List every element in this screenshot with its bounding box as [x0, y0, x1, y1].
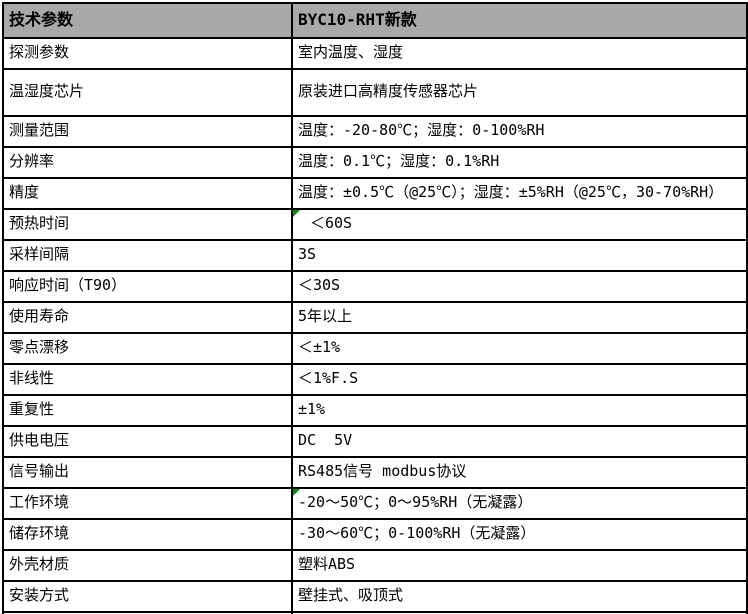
cell-error-flag-triangle [294, 490, 300, 496]
table-row: 外壳材质 塑料ABS [2, 549, 748, 582]
table-row: 采样间隔 3S [2, 239, 748, 272]
value-cell: 温度：±0.5℃（@25℃）；湿度：±5%RH（@25℃，30-70%RH） [291, 177, 748, 210]
param-cell: 尺寸 [2, 611, 293, 614]
param-cell: 安装方式 [2, 580, 293, 613]
table-row: 零点漂移 ＜±1% [2, 332, 748, 365]
param-cell: 非线性 [2, 363, 293, 396]
value-cell: RS485信号 modbus协议 [291, 456, 748, 489]
value-cell: -20～50℃；0～95%RH（无凝露） [291, 487, 748, 520]
table-row: 供电电压 DC 5V [2, 425, 748, 458]
param-cell: 使用寿命 [2, 301, 293, 334]
value-cell: 壁挂式、吸顶式 [291, 580, 748, 613]
param-cell: 重复性 [2, 394, 293, 427]
value-cell: ＜30S [291, 270, 748, 303]
param-cell: 采样间隔 [2, 239, 293, 272]
value-cell: -30～60℃；0-100%RH（无凝露） [291, 518, 748, 551]
table-row: 信号输出 RS485信号 modbus协议 [2, 456, 748, 489]
param-cell: 响应时间（T90） [2, 270, 293, 303]
param-cell: 精度 [2, 177, 293, 210]
value-cell: ＜±1% [291, 332, 748, 365]
spec-table-body: 探测参数 室内温度、湿度 温湿度芯片 原装进口高精度传感器芯片 测量范围 温度：-20-8… [2, 37, 748, 614]
header-param-cell: 技术参数 [2, 2, 293, 39]
table-row: 尺寸Φ50mm×22mm [2, 611, 748, 614]
value-cell: 3S [291, 239, 748, 272]
table-row: 非线性 ＜1%F.S [2, 363, 748, 396]
table-row: 温湿度芯片 原装进口高精度传感器芯片 [2, 68, 748, 117]
table-row: 安装方式 壁挂式、吸顶式 [2, 580, 748, 613]
value-cell: 温度：0.1℃；湿度：0.1%RH [291, 146, 748, 179]
param-cell: 温湿度芯片 [2, 68, 293, 117]
value-cell: 室内温度、湿度 [291, 37, 748, 70]
param-cell: 供电电压 [2, 425, 293, 458]
table-row: 分辨率 温度：0.1℃；湿度：0.1%RH [2, 146, 748, 179]
param-cell: 探测参数 [2, 37, 293, 70]
cell-error-flag-triangle [294, 211, 300, 217]
param-cell: 外壳材质 [2, 549, 293, 582]
table-row: 精度 温度：±0.5℃（@25℃）；湿度：±5%RH（@25℃，30-70%RH） [2, 177, 748, 210]
value-cell: 5年以上 [291, 301, 748, 334]
table-row: 工作环境 -20～50℃；0～95%RH（无凝露） [2, 487, 748, 520]
table-row: 探测参数 室内温度、湿度 [2, 37, 748, 70]
table-row: 重复性 ±1% [2, 394, 748, 427]
table-row: 预热时间 ＜60S [2, 208, 748, 241]
table-header-row: 技术参数 BYC10-RHT新款 [2, 2, 748, 39]
table-row: 测量范围 温度：-20-80℃；湿度：0-100%RH [2, 115, 748, 148]
table-row: 响应时间（T90） ＜30S [2, 270, 748, 303]
param-cell: 测量范围 [2, 115, 293, 148]
header-model-cell: BYC10-RHT新款 [291, 2, 748, 39]
value-cell: 塑料ABS [291, 549, 748, 582]
param-cell: 工作环境 [2, 487, 293, 520]
param-cell: 零点漂移 [2, 332, 293, 365]
param-cell: 储存环境 [2, 518, 293, 551]
value-cell: DC 5V [291, 425, 748, 458]
value-cell: Φ50mm×22mm [291, 611, 748, 614]
value-cell: ±1% [291, 394, 748, 427]
value-cell: ＜60S [291, 208, 748, 241]
table-row: 使用寿命 5年以上 [2, 301, 748, 334]
param-cell: 信号输出 [2, 456, 293, 489]
param-cell: 预热时间 [2, 208, 293, 241]
value-cell: 原装进口高精度传感器芯片 [291, 68, 748, 117]
value-cell: ＜1%F.S [291, 363, 748, 396]
table-row: 储存环境 -30～60℃；0-100%RH（无凝露） [2, 518, 748, 551]
value-cell: 温度：-20-80℃；湿度：0-100%RH [291, 115, 748, 148]
param-cell: 分辨率 [2, 146, 293, 179]
